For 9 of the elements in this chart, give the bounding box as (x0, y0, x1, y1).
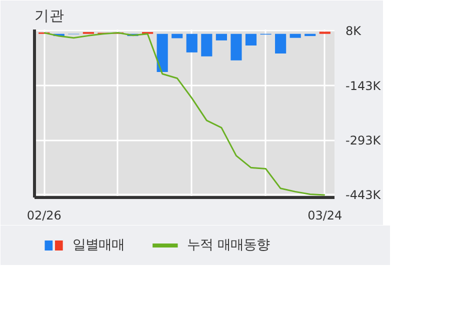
chart-title: 기관 (34, 8, 64, 24)
y-tick-label: -143K (346, 78, 382, 93)
y-tick-label: -293K (346, 133, 382, 148)
x-tick-label: 02/26 (26, 208, 62, 222)
x-tick-label: 03/24 (308, 208, 342, 222)
legend-label: 누적 매매동향 (187, 238, 270, 253)
legend-label: 일별매매 (72, 238, 124, 253)
y-tick-label: 8K (346, 24, 362, 38)
y-tick-label: -443K (346, 188, 382, 202)
